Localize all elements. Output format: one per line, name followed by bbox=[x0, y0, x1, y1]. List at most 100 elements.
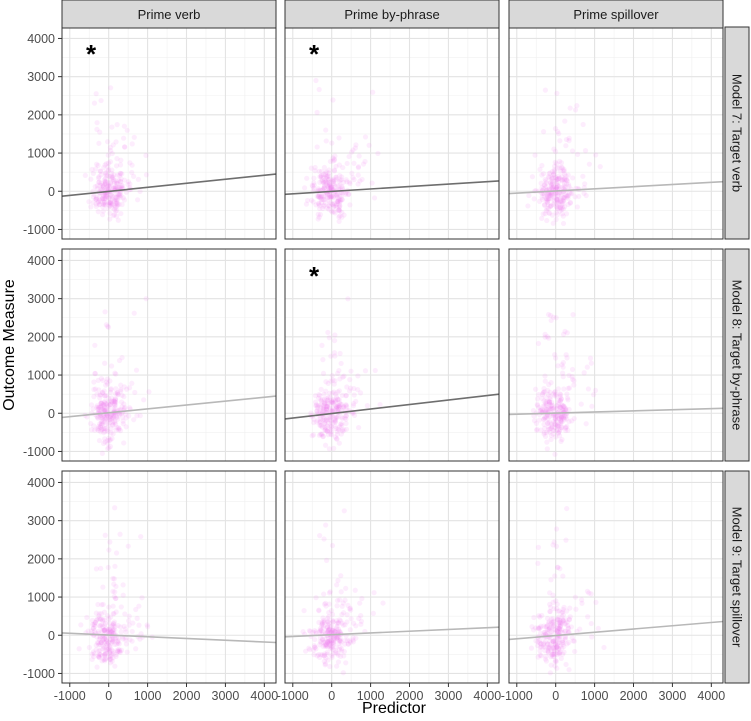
data-point bbox=[105, 168, 111, 174]
data-point bbox=[106, 200, 112, 206]
data-point bbox=[82, 172, 88, 179]
data-point bbox=[117, 172, 123, 179]
data-point bbox=[318, 416, 324, 422]
data-point bbox=[319, 619, 325, 625]
data-point bbox=[339, 603, 345, 609]
data-point bbox=[564, 619, 570, 625]
data-point bbox=[580, 121, 586, 128]
data-point bbox=[113, 386, 119, 392]
data-point bbox=[327, 185, 334, 191]
data-point bbox=[326, 167, 332, 173]
data-point bbox=[106, 654, 112, 660]
data-point bbox=[553, 315, 559, 321]
data-point bbox=[563, 193, 569, 199]
significance-asterisk: * bbox=[86, 39, 97, 69]
data-point bbox=[112, 627, 118, 633]
data-point bbox=[362, 134, 369, 140]
data-point bbox=[118, 183, 125, 189]
data-point bbox=[547, 401, 553, 407]
data-point bbox=[107, 636, 113, 642]
data-point bbox=[572, 107, 579, 113]
data-point bbox=[561, 168, 567, 174]
data-point bbox=[554, 665, 560, 671]
data-point bbox=[112, 400, 118, 407]
data-point bbox=[100, 192, 106, 198]
data-point bbox=[331, 400, 337, 406]
data-point bbox=[328, 428, 335, 435]
data-point bbox=[554, 627, 561, 633]
data-point bbox=[115, 416, 121, 422]
data-point bbox=[329, 414, 335, 420]
data-point bbox=[338, 360, 344, 367]
data-point bbox=[96, 613, 102, 619]
data-point bbox=[99, 196, 105, 202]
data-point bbox=[110, 575, 116, 582]
data-point bbox=[113, 204, 119, 210]
data-point bbox=[351, 385, 357, 392]
data-point bbox=[333, 391, 339, 397]
data-point bbox=[541, 623, 547, 629]
data-point bbox=[109, 647, 115, 653]
data-point bbox=[106, 160, 112, 166]
data-point bbox=[369, 180, 375, 186]
data-point bbox=[126, 622, 132, 628]
data-point bbox=[326, 194, 333, 200]
data-point bbox=[98, 97, 104, 104]
data-point bbox=[321, 202, 327, 208]
data-point bbox=[341, 427, 347, 433]
data-point bbox=[544, 206, 550, 212]
data-point bbox=[105, 417, 111, 423]
data-point bbox=[115, 638, 121, 644]
regression-line bbox=[509, 620, 723, 641]
data-point bbox=[315, 652, 322, 658]
data-point bbox=[548, 196, 554, 202]
data-point bbox=[560, 407, 566, 413]
data-point bbox=[101, 414, 108, 420]
data-point bbox=[104, 413, 110, 419]
data-point bbox=[309, 182, 315, 188]
data-point bbox=[557, 649, 563, 655]
data-point bbox=[334, 635, 340, 641]
data-point bbox=[99, 186, 105, 192]
data-point bbox=[324, 644, 330, 650]
data-point bbox=[113, 583, 119, 590]
data-point bbox=[121, 401, 127, 407]
data-point bbox=[95, 415, 101, 421]
data-point bbox=[353, 623, 359, 629]
data-point bbox=[317, 629, 323, 635]
data-point bbox=[538, 641, 544, 647]
data-point bbox=[111, 197, 117, 203]
data-point bbox=[548, 577, 554, 583]
data-point bbox=[329, 617, 336, 623]
data-point bbox=[554, 628, 560, 634]
data-point bbox=[95, 406, 101, 412]
data-point bbox=[329, 373, 335, 379]
data-point bbox=[339, 209, 345, 216]
data-point bbox=[92, 386, 99, 392]
data-point bbox=[97, 616, 104, 622]
data-point bbox=[321, 591, 327, 597]
data-point bbox=[106, 646, 112, 652]
data-point bbox=[113, 194, 119, 201]
data-point bbox=[109, 416, 115, 422]
data-point bbox=[547, 645, 553, 651]
data-point bbox=[358, 613, 364, 619]
data-point bbox=[569, 635, 575, 641]
data-point bbox=[319, 432, 325, 438]
data-point bbox=[552, 627, 558, 633]
data-point bbox=[544, 192, 550, 198]
data-point bbox=[546, 398, 552, 405]
data-point bbox=[351, 412, 358, 418]
data-point bbox=[100, 204, 106, 210]
data-point bbox=[121, 440, 127, 446]
data-point bbox=[97, 404, 103, 411]
data-point bbox=[326, 173, 332, 179]
data-point bbox=[344, 404, 350, 410]
data-point bbox=[564, 505, 570, 512]
data-point bbox=[109, 639, 116, 645]
data-point bbox=[320, 629, 326, 635]
data-point bbox=[353, 635, 359, 641]
y-tick-label: 4000 bbox=[27, 32, 55, 46]
data-point bbox=[316, 205, 323, 212]
data-point bbox=[323, 642, 330, 648]
